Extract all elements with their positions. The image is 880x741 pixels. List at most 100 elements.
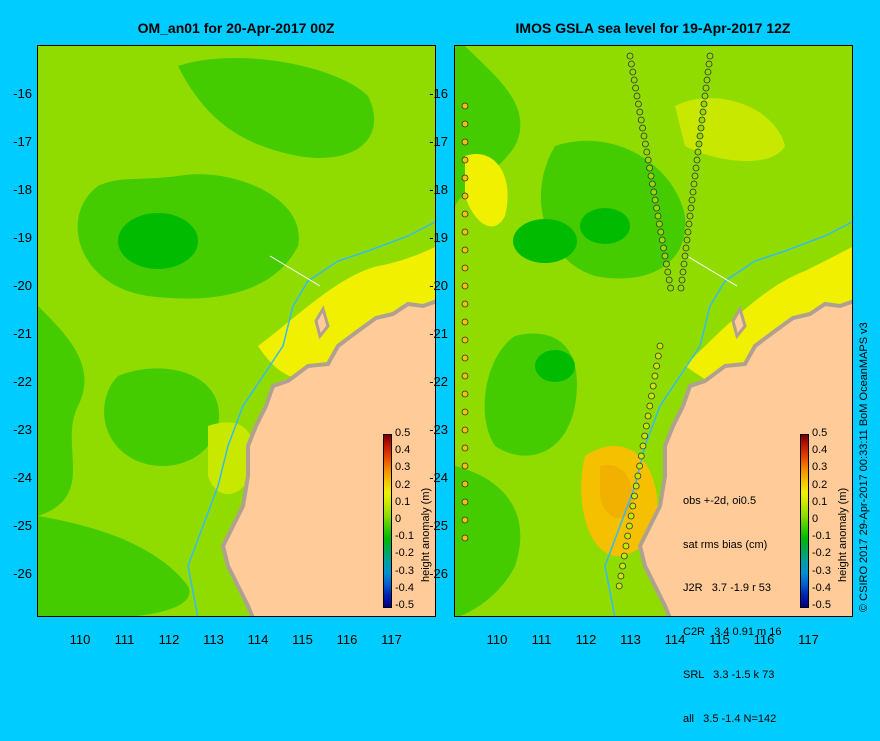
observation-marker <box>461 156 469 164</box>
observation-marker <box>678 276 686 284</box>
observation-marker <box>461 372 469 380</box>
observation-marker <box>461 498 469 506</box>
colorbar-axis-label-right: height anomaly (m) <box>837 487 849 582</box>
colorbar-tick-label: -0.4 <box>395 581 414 594</box>
observation-marker <box>461 120 469 128</box>
longitude-tick-label: 111 <box>531 632 552 647</box>
observation-marker <box>461 408 469 416</box>
observation-marker <box>700 100 708 108</box>
observation-marker <box>657 228 665 236</box>
colorbar-tick-label: 0.1 <box>395 495 411 508</box>
colorbar-tick-label: 0 <box>812 513 819 525</box>
latitude-tick-label: -18 <box>429 182 448 197</box>
satellite-track-observations <box>461 52 714 590</box>
observation-marker <box>664 268 672 276</box>
colorbar-tick-label: -0.4 <box>812 581 831 594</box>
longitude-tick-label: 114 <box>664 632 686 647</box>
observation-marker <box>461 516 469 524</box>
observation-marker <box>690 180 698 188</box>
observation-marker <box>648 180 656 188</box>
observation-marker <box>684 228 692 236</box>
colorbar-tick-label: 0.5 <box>812 427 828 439</box>
stats-row: SRL 3.3 -1.5 k 73 <box>683 669 775 681</box>
observation-marker <box>646 164 654 172</box>
latitude-tick-label: -24 <box>13 470 32 485</box>
observation-marker <box>461 462 469 470</box>
left-map-svg <box>38 46 435 616</box>
colorbar-tick-label: 0.4 <box>812 444 828 457</box>
observation-marker <box>697 124 705 132</box>
observation-marker <box>644 412 652 420</box>
observation-marker <box>634 100 642 108</box>
observation-marker <box>620 552 628 560</box>
observation-marker <box>461 480 469 488</box>
observation-marker <box>701 92 709 100</box>
observation-marker <box>629 68 637 76</box>
observation-marker <box>685 220 693 228</box>
observation-marker <box>682 244 690 252</box>
observation-marker <box>637 116 645 124</box>
latitude-tick-label: -19 <box>429 230 448 245</box>
observation-marker <box>680 260 688 268</box>
latitude-tick-label: -22 <box>429 374 448 389</box>
observation-marker <box>624 532 632 540</box>
longitude-tick-label: 116 <box>753 632 775 647</box>
observation-marker <box>636 462 644 470</box>
longitude-tick-label: 115 <box>709 632 730 647</box>
observation-marker <box>633 92 641 100</box>
observation-marker <box>629 502 637 510</box>
observation-marker <box>665 276 673 284</box>
observation-marker <box>654 352 662 360</box>
observation-marker <box>461 264 469 272</box>
longitude-tick-label: 117 <box>798 632 819 647</box>
longitude-tick-label: 116 <box>336 632 358 647</box>
observation-marker <box>696 132 704 140</box>
observation-marker <box>637 452 645 460</box>
observation-marker <box>679 268 687 276</box>
observation-marker <box>632 482 640 490</box>
observation-marker <box>677 284 685 292</box>
colorbar-tick-label: 0.5 <box>395 427 411 439</box>
left-panel-title: OM_an01 for 20-Apr-2017 00Z <box>137 20 335 36</box>
latitude-tick-label: -16 <box>13 86 32 101</box>
colorbar-tick-label: 0.3 <box>395 461 411 474</box>
observation-marker <box>653 362 661 370</box>
observation-marker <box>705 60 713 68</box>
observation-marker <box>692 164 700 172</box>
observation-marker <box>461 138 469 146</box>
observation-marker <box>695 140 703 148</box>
observation-marker <box>656 342 664 350</box>
observation-marker <box>667 284 675 292</box>
observation-marker <box>641 140 649 148</box>
longitude-tick-label: 117 <box>381 632 402 647</box>
observation-marker <box>615 582 623 590</box>
latitude-tick-label: -25 <box>429 518 448 533</box>
right-panel-title: IMOS GSLA sea level for 19-Apr-2017 12Z <box>515 20 791 36</box>
observation-marker <box>662 260 670 268</box>
latitude-tick-label: -16 <box>429 86 448 101</box>
observation-marker <box>658 236 666 244</box>
observation-marker <box>644 156 652 164</box>
colorbar-tick-label: -0.5 <box>812 599 831 611</box>
observation-marker <box>643 148 651 156</box>
latitude-tick-label: -20 <box>429 278 448 293</box>
colorbar-right <box>800 434 809 608</box>
observation-marker <box>688 196 696 204</box>
observation-marker <box>461 444 469 452</box>
observation-marker <box>661 252 669 260</box>
observation-marker <box>632 84 640 92</box>
observation-marker <box>639 442 647 450</box>
longitude-tick-label: 113 <box>203 632 224 647</box>
colorbar-tick-label: -0.2 <box>812 547 831 560</box>
observation-marker <box>639 124 647 132</box>
observation-marker <box>649 382 657 390</box>
credit-text: © CSIRO 2017 29-Apr-2017 00:33:11 BoM Oc… <box>858 322 870 612</box>
colorbar-tick-label: 0 <box>395 513 402 525</box>
latitude-tick-label: -21 <box>429 326 448 341</box>
observation-marker <box>655 220 663 228</box>
observation-marker <box>699 108 707 116</box>
observation-marker <box>653 204 661 212</box>
latitude-tick-label: -17 <box>13 134 32 149</box>
colorbar-tick-label: -0.5 <box>395 599 414 611</box>
observation-marker <box>646 402 654 410</box>
